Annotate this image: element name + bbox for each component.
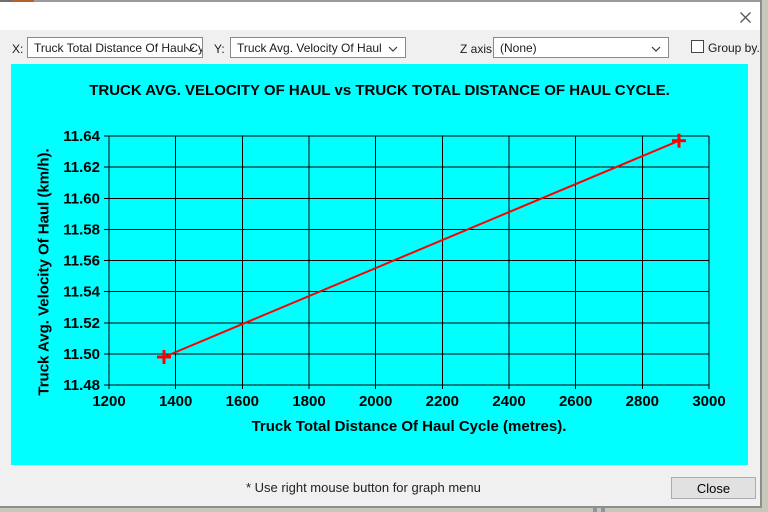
background-window-edge <box>0 0 760 2</box>
x-tick-label-2200: 2200 <box>426 393 459 410</box>
x-tick-label-2400: 2400 <box>492 393 525 410</box>
background-edge-dark <box>0 0 12 2</box>
y-tick-label-11.62: 11.62 <box>63 159 100 176</box>
graph-dialog-window: X: Truck Total Distance Of Haul Cy Y: Tr… <box>0 0 760 506</box>
graph-menu-hint: * Use right mouse button for graph menu <box>246 480 481 495</box>
x-tick-label-2600: 2600 <box>559 393 592 410</box>
chevron-down-icon <box>388 46 398 52</box>
background-edge-orange <box>12 0 34 2</box>
y-tick-label-11.64: 11.64 <box>63 128 100 145</box>
window-bottom-edge <box>0 506 762 508</box>
x-tick-label-1200: 1200 <box>92 393 125 410</box>
series-line-truck-avg-velocity-of-haul <box>163 139 680 358</box>
group-by-checkbox[interactable] <box>691 40 704 53</box>
window-close-icon[interactable] <box>736 8 754 26</box>
z-axis-dropdown[interactable]: (None) <box>493 37 669 58</box>
y-tick-label-11.56: 11.56 <box>63 253 100 270</box>
x-tick-label-3000: 3000 <box>692 393 725 410</box>
chart-title: TRUCK AVG. VELOCITY OF HAUL vs TRUCK TOT… <box>89 82 670 99</box>
chart-grid <box>104 135 710 389</box>
y-tick-label-11.5: 11.50 <box>63 346 100 363</box>
data-point-marker-1 <box>672 133 686 148</box>
x-axis-label: X: <box>12 42 24 56</box>
y-tick-label-11.54: 11.54 <box>63 284 100 301</box>
chevron-down-icon <box>651 46 661 52</box>
titlebar <box>0 2 760 30</box>
data-point-marker-0 <box>157 349 171 364</box>
z-axis-dropdown-value: (None) <box>500 40 537 55</box>
close-button[interactable]: Close <box>671 477 756 499</box>
x-tick-label-1600: 1600 <box>226 393 259 410</box>
y-tick-label-11.6: 11.60 <box>63 190 100 207</box>
close-icon <box>739 11 751 23</box>
y-axis-label: Y: <box>214 42 225 56</box>
y-axis-dropdown-value: Truck Avg. Velocity Of Haul <box>237 40 382 55</box>
close-button-label: Close <box>696 480 731 496</box>
y-tick-label-11.52: 11.52 <box>63 315 100 332</box>
background-artifact <box>593 508 597 512</box>
chevron-down-icon <box>185 46 195 52</box>
y-axis-dropdown[interactable]: Truck Avg. Velocity Of Haul <box>230 37 406 58</box>
chart-plot-area[interactable]: 1200 1400 1600 1800 2000 2200 2400 2600 2800 3000… <box>11 64 748 465</box>
chart-x-axis-title: Truck Total Distance Of Haul Cycle (metr… <box>251 418 567 435</box>
graph-panel[interactable]: TRUCK AVG. VELOCITY OF HAUL vs TRUCK TOT… <box>11 64 748 465</box>
window-right-edge <box>760 0 762 508</box>
x-axis-dropdown-value: Truck Total Distance Of Haul Cy <box>34 40 203 55</box>
z-axis-label: Z axis: <box>460 42 496 56</box>
x-tick-label-2800: 2800 <box>626 393 659 410</box>
group-by-label: Group by. <box>708 41 760 55</box>
y-tick-label-11.58: 11.58 <box>63 221 100 238</box>
y-tick-label-11.48: 11.48 <box>63 377 100 394</box>
x-axis-dropdown[interactable]: Truck Total Distance Of Haul Cy <box>27 37 203 58</box>
chart-tick-labels: 1200 1400 1600 1800 2000 2200 2400 2600 2800 3000… <box>63 128 725 410</box>
x-tick-label-1400: 1400 <box>159 393 192 410</box>
x-tick-label-1800: 1800 <box>292 393 325 410</box>
x-tick-label-2000: 2000 <box>359 393 392 410</box>
background-artifact <box>601 508 605 512</box>
